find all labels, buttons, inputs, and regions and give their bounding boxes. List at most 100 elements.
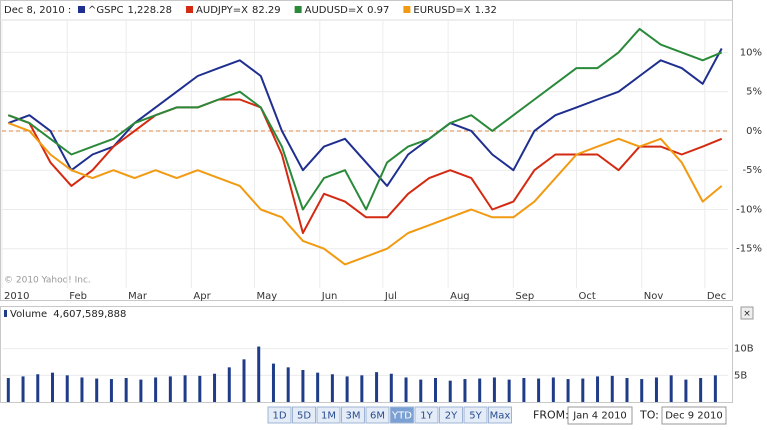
to-input[interactable] xyxy=(661,406,727,425)
volume-bar xyxy=(463,379,467,402)
volume-bar xyxy=(654,377,658,402)
volume-bar xyxy=(80,377,84,402)
range-label: 1M xyxy=(321,411,336,422)
volume-bar xyxy=(168,376,172,402)
legend-quote: 82.29 xyxy=(252,5,281,16)
range-button[interactable] xyxy=(292,406,316,424)
volume-bar xyxy=(389,373,393,402)
range-button[interactable] xyxy=(488,406,512,424)
series-line xyxy=(7,122,723,266)
range-button[interactable] xyxy=(414,406,439,424)
volume-title: Volume xyxy=(10,309,47,320)
volume-bar xyxy=(154,377,158,402)
x-tick-label: May xyxy=(257,291,278,302)
volume-bar xyxy=(257,346,261,402)
volume-bar xyxy=(492,377,496,402)
range-button[interactable] xyxy=(341,406,365,424)
volume-bar xyxy=(448,380,452,402)
volume-bar xyxy=(227,367,231,402)
legend-quote: 1.32 xyxy=(475,5,497,16)
x-tick-label: Oct xyxy=(578,291,595,302)
y-tick-label: -10% xyxy=(736,204,762,215)
controls: 1D 5D 1M 3M 6M YTD 1Y 2Y 5Y Max FROM: Jan 4 2010 TO:… xyxy=(267,406,727,425)
range-label: 3M xyxy=(346,411,361,422)
close-volume-button[interactable] xyxy=(740,306,754,320)
volume-bar xyxy=(625,378,629,402)
x-tick-label: 2010 xyxy=(4,291,29,302)
volume-bar xyxy=(286,367,290,402)
volume-bar xyxy=(6,378,10,402)
volume-bar xyxy=(316,372,320,402)
volume-bar xyxy=(610,375,614,402)
volume-bar xyxy=(699,378,703,402)
volume-bar xyxy=(183,375,187,402)
x-tick-label: Feb xyxy=(69,291,87,302)
range-label: Max xyxy=(490,411,511,422)
x-tick-label: Mar xyxy=(128,291,148,302)
from-input[interactable] xyxy=(567,406,633,425)
range-label: 5D xyxy=(297,411,311,422)
volume-bar xyxy=(95,378,99,402)
volume-bar xyxy=(684,379,688,402)
volume-quote: 4,607,589,888 xyxy=(53,309,126,320)
volume-bar xyxy=(198,375,202,402)
y-tick-label: 5B xyxy=(734,370,747,381)
legend-swatch xyxy=(403,6,411,13)
volume-bar xyxy=(51,372,55,402)
volume-bar xyxy=(713,375,717,402)
range-label: 1Y xyxy=(420,411,433,422)
x-tick-label: Aug xyxy=(450,291,470,302)
volume-bar xyxy=(21,376,25,402)
range-button[interactable] xyxy=(365,406,390,424)
volume-bar xyxy=(537,378,541,402)
legend-quote: 1,228.28 xyxy=(128,5,173,16)
volume-bar xyxy=(640,379,644,402)
volume-bar xyxy=(566,379,570,402)
series-line xyxy=(7,98,723,234)
y-tick-label: -5% xyxy=(743,165,762,176)
volume-frame xyxy=(0,306,733,403)
range-label: 6M xyxy=(370,411,385,422)
volume-bar xyxy=(271,363,275,402)
volume-bar xyxy=(596,376,600,402)
y-tick-label: 5% xyxy=(746,87,762,98)
legend-swatch xyxy=(78,6,85,13)
x-tick-label: Dec xyxy=(707,291,726,302)
volume-bar xyxy=(330,374,334,402)
x-tick-label: Apr xyxy=(193,291,211,302)
volume-bar xyxy=(65,375,69,402)
volume-bar xyxy=(433,378,437,402)
volume-bar xyxy=(551,377,555,402)
volume-bar xyxy=(522,378,526,402)
y-tick-label: 10B xyxy=(734,344,754,355)
range-button[interactable] xyxy=(390,406,414,424)
range-label: 2Y xyxy=(445,411,458,422)
legend-name: AUDUSD=X xyxy=(305,5,364,16)
range-label: 5Y xyxy=(469,411,482,422)
range-button[interactable] xyxy=(463,406,488,424)
volume-bar xyxy=(124,378,128,402)
range-button[interactable] xyxy=(316,406,341,424)
range-label: YTD xyxy=(391,411,412,422)
volume-bar xyxy=(213,373,217,402)
series-line xyxy=(7,27,723,211)
volume-bar xyxy=(507,379,511,402)
volume-bar xyxy=(581,378,585,402)
main-frame xyxy=(0,0,733,301)
volume-bar xyxy=(301,370,305,402)
y-tick-label: -15% xyxy=(736,244,762,255)
volume-bar xyxy=(242,359,246,402)
volume-bar xyxy=(109,379,113,402)
volume-icon xyxy=(4,310,7,317)
range-button[interactable] xyxy=(439,406,463,424)
from-label: FROM: xyxy=(533,409,569,422)
range-button[interactable] xyxy=(267,406,292,424)
x-tick-label: Sep xyxy=(515,291,534,302)
from-value: Jan 4 2010 xyxy=(572,411,627,422)
x-tick-label: Nov xyxy=(644,291,664,302)
y-tick-label: 10% xyxy=(740,47,762,58)
volume-bar xyxy=(669,375,673,402)
x-tick-label: Jun xyxy=(321,291,338,302)
legend-name: AUDJPY=X xyxy=(196,5,248,16)
